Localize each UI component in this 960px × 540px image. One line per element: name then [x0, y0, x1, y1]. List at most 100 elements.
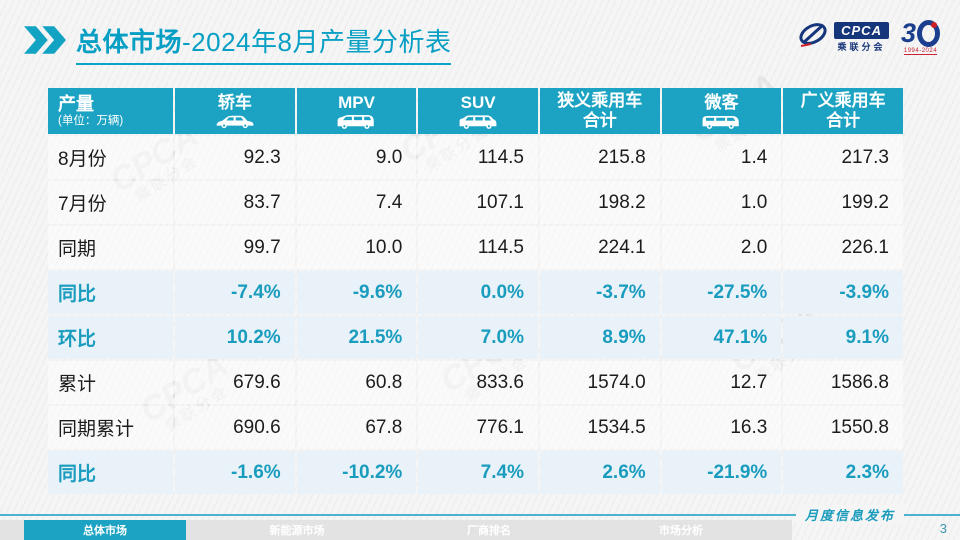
- cpca-logo-subtext: 乘联分会: [837, 42, 886, 52]
- table-cell: 679.6: [175, 361, 295, 404]
- table-cell: 0.0%: [418, 271, 538, 314]
- table-cell: 776.1: [418, 406, 538, 449]
- tab-market-analysis[interactable]: 市场分析: [659, 525, 703, 537]
- slide-header: 总体市场-2024年8月产量分析表: [24, 22, 452, 65]
- table-cell: -3.7%: [539, 271, 660, 314]
- table-cell: 99.7: [175, 226, 295, 269]
- table-cell: 114.5: [418, 226, 538, 269]
- column-label: 微客: [704, 93, 739, 113]
- table-cell: 9.1%: [783, 316, 903, 359]
- table-cell: 9.0: [296, 136, 417, 179]
- table-cell: 21.5%: [296, 316, 417, 359]
- double-chevron-icon: [24, 26, 66, 59]
- table-cell: 1.4: [661, 136, 782, 179]
- tab-oem-ranking[interactable]: 厂商排名: [467, 525, 511, 537]
- table-cell: -10.2%: [296, 451, 417, 494]
- table-cell: 12.7: [661, 361, 782, 404]
- van-icon: [703, 115, 740, 129]
- anniversary-ring-icon: [917, 20, 940, 47]
- table-cell: 1574.0: [539, 361, 660, 404]
- anniversary-digit: 3: [900, 18, 916, 48]
- table-cell: 114.5: [418, 136, 538, 179]
- page-title: 总体市场-2024年8月产量分析表: [76, 22, 452, 65]
- unit-label: 产量: [58, 94, 94, 115]
- cpca-logo-text: CPCA: [834, 22, 889, 39]
- table-cell: 226.1: [783, 226, 903, 269]
- page-title-rest: -2024年8月产量分析表: [182, 27, 452, 57]
- publication-label: 月度信息发布: [795, 505, 904, 524]
- table-cell: 198.2: [539, 181, 660, 224]
- sedan-icon: [216, 115, 254, 128]
- anniversary-years: 1994-2024: [903, 48, 938, 55]
- table-cell: -21.9%: [661, 451, 782, 494]
- table-cell: 215.8: [539, 136, 660, 179]
- table-cell: -3.9%: [783, 271, 903, 314]
- page-title-bold: 总体市场: [76, 27, 183, 57]
- table-cell: 2.3%: [783, 451, 903, 494]
- header-cell-sedan: 轿车: [175, 88, 295, 134]
- table-cell: 2.0: [661, 226, 782, 269]
- column-label: MPV: [338, 93, 375, 113]
- table-cell: 833.6: [418, 361, 538, 404]
- tab-nev-market[interactable]: 新能源市场: [269, 525, 325, 537]
- header-cell-unit: 产量 (单位：万辆): [48, 88, 173, 134]
- table-cell: 60.8: [296, 361, 417, 404]
- table-cell: 1586.8: [783, 361, 903, 404]
- table-cell: 67.8: [296, 406, 417, 449]
- table-cell: 47.1%: [661, 316, 782, 359]
- column-label: 广义乘用车: [800, 91, 886, 111]
- table-cell: -1.6%: [175, 451, 295, 494]
- table-cell: 8.9%: [539, 316, 660, 359]
- production-table: 产量 (单位：万辆) 轿车 MPV S: [48, 88, 903, 494]
- table-cell: 83.7: [175, 181, 295, 224]
- column-label2: 合计: [582, 111, 617, 130]
- column-label: 狭义乘用车: [557, 91, 643, 111]
- table-cell: 7.4: [296, 181, 417, 224]
- table-cell: 2.6%: [539, 451, 660, 494]
- row-label: 同比: [48, 271, 173, 314]
- row-label: 8月份: [48, 136, 173, 179]
- table-cell: -27.5%: [661, 271, 782, 314]
- table-cell: 217.3: [783, 136, 903, 179]
- column-label: 轿车: [217, 93, 252, 113]
- anniversary-30-logo: 3 1994-2024: [901, 20, 940, 55]
- row-label: 7月份: [48, 181, 173, 224]
- page-number: 3: [939, 521, 947, 536]
- header-logos: CPCA 乘联分会 3 1994-2024: [797, 20, 940, 55]
- table-cell: 7.4%: [418, 451, 538, 494]
- header-cell-suv: SUV: [418, 88, 538, 134]
- table-cell: -7.4%: [175, 271, 295, 314]
- table-cell: 10.0: [296, 226, 417, 269]
- table-cell: 92.3: [175, 136, 295, 179]
- table-cell: 107.1: [418, 181, 538, 224]
- header-cell-microvan: 微客: [661, 88, 782, 134]
- header-cell-narrow-pv: 狭义乘用车 合计: [539, 88, 660, 134]
- mpv-icon: [338, 114, 375, 129]
- table-cell: 690.6: [175, 406, 295, 449]
- table-cell: 7.0%: [418, 316, 538, 359]
- table-cell: 10.2%: [175, 316, 295, 359]
- row-label: 同期累计: [48, 406, 173, 449]
- column-label: SUV: [460, 93, 496, 113]
- table-cell: 199.2: [783, 181, 903, 224]
- row-label: 同比: [48, 451, 173, 494]
- table-cell: 1.0: [661, 181, 782, 224]
- table-cell: 1534.5: [539, 406, 660, 449]
- table-cell: -9.6%: [296, 271, 417, 314]
- cpca-logo: CPCA 乘联分会: [797, 21, 889, 54]
- table-cell: 16.3: [661, 406, 782, 449]
- tab-overall-market[interactable]: 总体市场: [24, 520, 186, 540]
- header-cell-mpv: MPV: [296, 88, 417, 134]
- footer-divider: [0, 514, 960, 516]
- cpca-swoosh-icon: [797, 21, 829, 54]
- row-label: 累计: [48, 361, 173, 404]
- header-cell-broad-pv: 广义乘用车 合计: [783, 88, 903, 134]
- unit-sublabel: (单位：万辆): [58, 114, 124, 127]
- row-label: 环比: [48, 316, 173, 359]
- table-cell: 1550.8: [783, 406, 903, 449]
- column-label2: 合计: [826, 111, 861, 130]
- table-cell: 224.1: [539, 226, 660, 269]
- footer-nav: 总体市场 新能源市场 厂商排名 市场分析: [0, 520, 792, 540]
- suv-icon: [459, 115, 497, 129]
